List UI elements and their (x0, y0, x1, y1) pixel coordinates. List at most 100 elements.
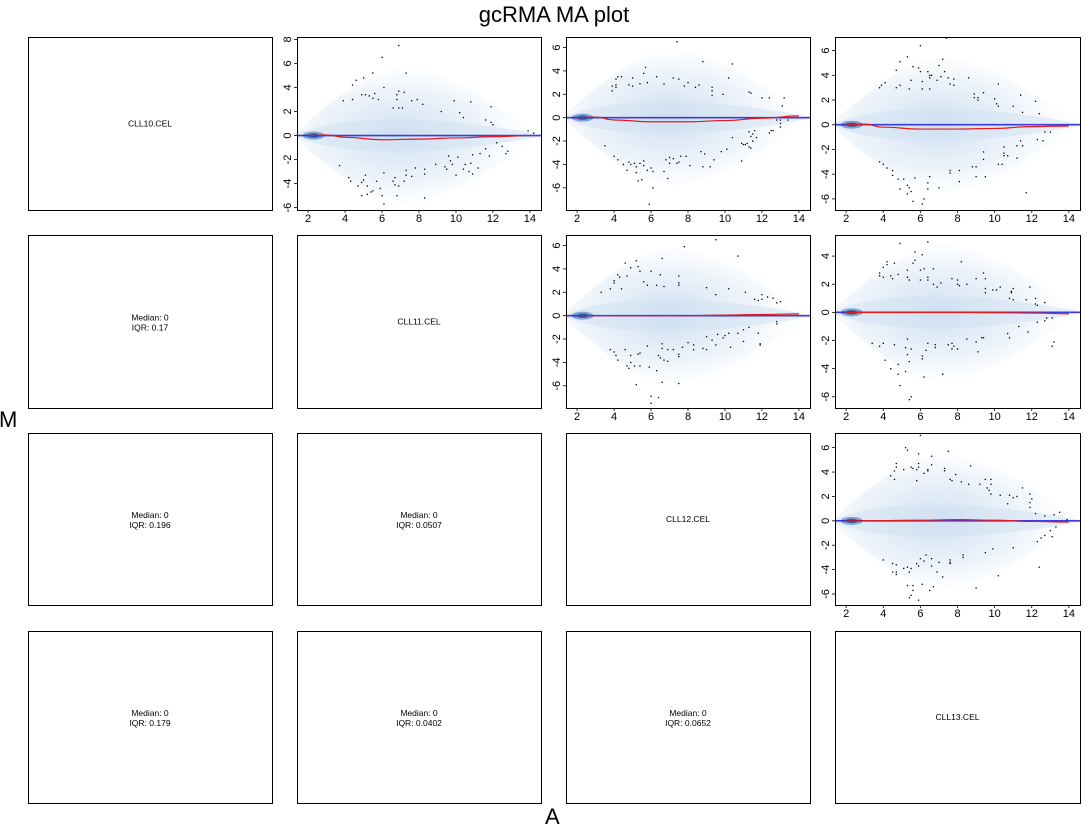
ma-panel: 2 4 6 8 10 12 14 -6 -4 -2 0 2 4 6 (551, 41, 810, 225)
y-tick-label: -6 (551, 381, 563, 391)
data-point (940, 75, 942, 78)
data-point (416, 98, 418, 101)
data-point (1016, 145, 1018, 147)
data-point (742, 340, 745, 343)
data-point (995, 103, 998, 105)
data-point (457, 156, 459, 158)
data-point (655, 284, 658, 286)
data-point (650, 395, 652, 398)
data-point (776, 302, 778, 304)
data-point (1008, 297, 1011, 299)
data-point (667, 177, 669, 180)
data-point (882, 276, 884, 278)
data-point (1049, 131, 1052, 133)
data-point (1007, 155, 1009, 157)
data-point (781, 105, 783, 107)
y-tick-label: 2 (282, 108, 294, 114)
data-point (459, 112, 461, 114)
data-point (916, 562, 918, 565)
data-point (923, 198, 925, 200)
data-point (908, 360, 910, 363)
data-point (921, 88, 923, 90)
data-point (655, 76, 658, 78)
data-point (657, 354, 660, 357)
data-point (953, 345, 955, 347)
data-point (904, 346, 907, 349)
data-point (462, 168, 465, 170)
data-point (757, 299, 759, 302)
data-point (728, 288, 730, 290)
data-point (897, 178, 899, 180)
data-point (742, 329, 745, 331)
data-point (1044, 301, 1046, 304)
data-point (1012, 497, 1014, 499)
data-point (969, 465, 972, 467)
median-label: Median: 0 (669, 708, 707, 718)
data-point (342, 100, 344, 102)
x-tick-label: 6 (648, 411, 654, 423)
diagonal-panel-frame (297, 235, 542, 409)
data-point (930, 565, 933, 567)
data-point (635, 260, 637, 262)
data-point (984, 287, 987, 290)
data-point (1036, 138, 1039, 141)
y-tick-label: 6 (282, 60, 294, 66)
data-point (968, 483, 970, 485)
loess-curve (308, 134, 530, 141)
data-point (1038, 566, 1040, 568)
data-point (923, 472, 925, 474)
chart-title: gcRMA MA plot (478, 2, 630, 27)
data-point (953, 78, 955, 80)
data-point (620, 288, 623, 290)
data-point (766, 296, 769, 298)
data-point (615, 354, 617, 357)
data-point (761, 294, 763, 296)
x-tick-label: 12 (1026, 608, 1038, 620)
y-tick-label: -2 (820, 540, 832, 550)
data-point (986, 487, 988, 489)
data-point (663, 83, 665, 85)
data-point (722, 93, 724, 95)
data-point (997, 163, 1000, 165)
x-tick-label: 10 (988, 608, 1000, 620)
data-point (423, 168, 426, 170)
data-point (470, 162, 472, 164)
data-point (895, 573, 897, 576)
median-label: Median: 0 (400, 510, 438, 520)
data-point (929, 589, 931, 592)
data-point (663, 170, 665, 173)
data-point (927, 468, 929, 471)
data-point (361, 181, 363, 184)
data-point (648, 366, 650, 368)
data-point (361, 94, 363, 96)
data-point (683, 246, 686, 248)
y-tick-label: 2 (551, 91, 563, 97)
iqr-label: IQR: 0.0652 (665, 718, 711, 728)
data-point (1031, 498, 1033, 500)
data-point (908, 398, 910, 401)
x-tick-label: 12 (756, 213, 768, 225)
data-point (787, 119, 789, 121)
y-tick-label: -6 (820, 589, 832, 599)
data-point (882, 559, 884, 561)
data-point (938, 561, 940, 564)
data-point (680, 155, 682, 157)
x-tick-label: 12 (756, 411, 768, 423)
x-tick-label: 12 (1026, 411, 1038, 423)
data-point (1051, 345, 1053, 347)
data-point (770, 129, 772, 132)
data-point (678, 161, 680, 163)
data-point (895, 571, 897, 573)
data-point (912, 200, 914, 203)
data-point (921, 583, 923, 585)
data-point (678, 282, 680, 284)
data-point (878, 345, 881, 347)
data-point (895, 462, 897, 465)
data-point (484, 119, 487, 121)
data-point (1066, 519, 1068, 521)
data-point (479, 152, 481, 155)
data-point (667, 348, 669, 351)
data-point (435, 163, 437, 166)
data-point (975, 278, 977, 280)
data-point (631, 85, 634, 87)
